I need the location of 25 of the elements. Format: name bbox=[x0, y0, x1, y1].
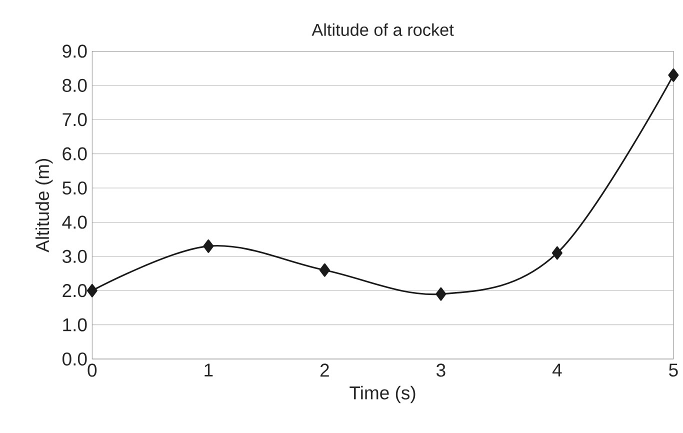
x-tick-label: 4 bbox=[552, 364, 562, 376]
y-tick-label: 0.0 bbox=[62, 352, 87, 366]
point bbox=[319, 263, 330, 277]
y-tick-label: 9.0 bbox=[62, 44, 87, 58]
point bbox=[552, 246, 562, 260]
point bbox=[436, 287, 446, 301]
point bbox=[86, 284, 98, 298]
x-tick-label: 5 bbox=[669, 364, 678, 377]
point bbox=[203, 239, 214, 253]
y-tick-label: 8.0 bbox=[62, 78, 87, 92]
x-tick-label: 2 bbox=[320, 364, 329, 377]
y-tick-label: 2.0 bbox=[62, 284, 87, 298]
y-tick-label: 3.0 bbox=[62, 250, 87, 263]
x-tick-label: 3 bbox=[436, 364, 446, 377]
y-tick-label: 4.0 bbox=[62, 216, 87, 229]
x-tick-label: 0 bbox=[88, 364, 97, 377]
y-tick-label: 6.0 bbox=[62, 147, 87, 160]
y-axis-title: Altitude (m) bbox=[35, 159, 53, 252]
y-tick-label: 7.0 bbox=[62, 113, 87, 126]
y-tick-label: 5.0 bbox=[62, 181, 87, 195]
chart-title: Altitude of a rocket bbox=[312, 23, 454, 36]
x-axis-title: Time (s) bbox=[350, 386, 416, 404]
x-tick-label: 1 bbox=[204, 364, 213, 376]
point bbox=[668, 68, 679, 82]
y-tick-label: 1.0 bbox=[63, 318, 87, 332]
